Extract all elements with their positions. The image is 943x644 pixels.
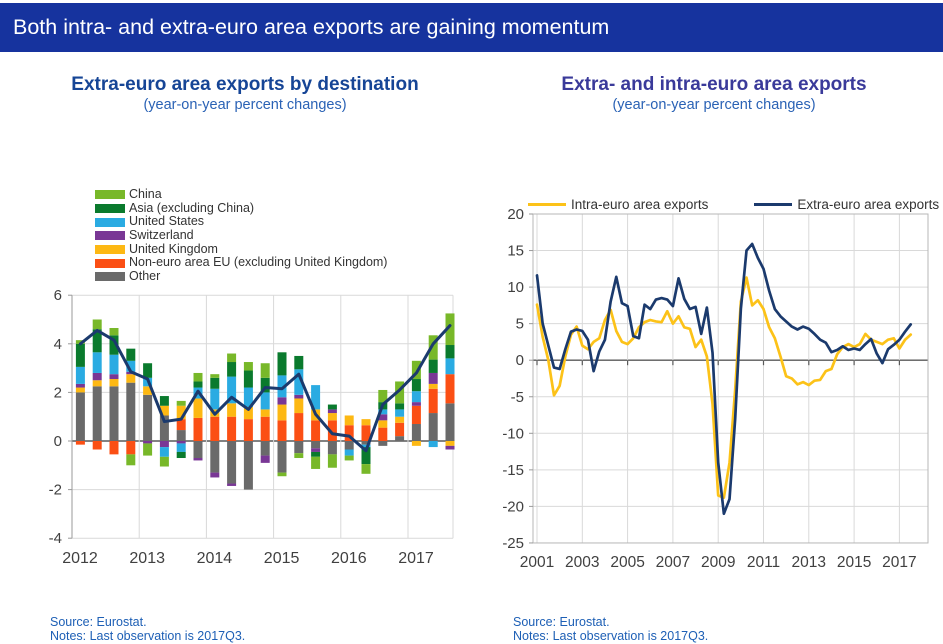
right-notes-line: Notes: Last observation is 2017Q3. bbox=[513, 628, 709, 643]
svg-text:2011: 2011 bbox=[747, 554, 780, 571]
svg-text:2012: 2012 bbox=[62, 550, 98, 567]
svg-text:10: 10 bbox=[507, 279, 524, 296]
left-footnote: Source: Eurostat. Notes: Last observatio… bbox=[50, 615, 246, 643]
right-footnote: Source: Eurostat. Notes: Last observatio… bbox=[513, 615, 709, 643]
svg-text:2017: 2017 bbox=[882, 554, 916, 571]
legend-item: United Kingdom bbox=[95, 241, 387, 257]
svg-text:2003: 2003 bbox=[565, 554, 599, 571]
legend-label: United Kingdom bbox=[129, 241, 218, 256]
legend-item: Switzerland bbox=[95, 228, 387, 243]
line-legend-label: Extra-euro area exports bbox=[797, 197, 940, 212]
svg-text:-5: -5 bbox=[511, 389, 524, 406]
svg-text:2001: 2001 bbox=[520, 554, 554, 571]
svg-text:5: 5 bbox=[516, 316, 524, 333]
svg-text:-25: -25 bbox=[502, 535, 524, 552]
svg-text:-4: -4 bbox=[49, 530, 62, 547]
bar-chart-legend: China Asia (excluding China) United States… bbox=[95, 187, 387, 284]
right-chart-title: Extra- and intra-euro area exports bbox=[561, 74, 867, 95]
line-legend-label: Intra-euro area exports bbox=[571, 197, 709, 212]
svg-text:2: 2 bbox=[54, 384, 62, 401]
legend-item: Non-euro area EU (excluding United Kingd… bbox=[95, 256, 387, 270]
svg-text:2005: 2005 bbox=[610, 554, 644, 571]
legend-swatch bbox=[95, 190, 125, 200]
svg-text:-15: -15 bbox=[502, 462, 524, 479]
legend-swatch bbox=[95, 231, 125, 241]
svg-text:6: 6 bbox=[54, 287, 62, 304]
line-chart-legend: Intra-euro area exports Extra-euro area e… bbox=[528, 197, 939, 212]
svg-text:0: 0 bbox=[516, 352, 524, 369]
svg-text:2015: 2015 bbox=[837, 554, 871, 571]
svg-text:2007: 2007 bbox=[656, 554, 690, 571]
legend-label: China bbox=[129, 187, 162, 201]
legend-item: Other bbox=[95, 269, 387, 284]
svg-text:2013: 2013 bbox=[129, 550, 165, 567]
left-notes-line: Notes: Last observation is 2017Q3. bbox=[50, 628, 246, 643]
svg-text:4: 4 bbox=[54, 336, 62, 353]
right-chart-subtitle: (year-on-year percent changes) bbox=[612, 97, 816, 113]
line-legend-swatch bbox=[754, 202, 793, 207]
line-legend-swatch bbox=[528, 202, 566, 207]
legend-swatch bbox=[95, 245, 125, 255]
legend-item: China bbox=[95, 187, 387, 202]
legend-label: Asia (excluding China) bbox=[129, 200, 255, 215]
left-source-line: Source: Eurostat. bbox=[50, 615, 147, 629]
right-source-line: Source: Eurostat. bbox=[513, 615, 610, 629]
legend-label: Non-euro area EU (excluding United Kingd… bbox=[129, 255, 388, 270]
svg-text:2014: 2014 bbox=[197, 550, 233, 567]
legend-item: Asia (excluding China) bbox=[95, 200, 387, 216]
line-legend-item: Extra-euro area exports bbox=[754, 197, 939, 212]
slide-title: Both intra- and extra-euro area exports … bbox=[13, 15, 610, 39]
line-legend-item: Intra-euro area exports bbox=[528, 197, 708, 212]
svg-text:-2: -2 bbox=[49, 482, 62, 499]
legend-label: United States bbox=[129, 214, 205, 229]
legend-label: Other bbox=[129, 269, 161, 284]
svg-text:-20: -20 bbox=[502, 498, 524, 515]
svg-text:2016: 2016 bbox=[331, 550, 367, 567]
legend-swatch bbox=[95, 217, 125, 227]
legend-swatch bbox=[95, 204, 125, 214]
legend-item: United States bbox=[95, 215, 387, 229]
legend-swatch bbox=[95, 258, 125, 268]
left-chart-subtitle: (year-on-year percent changes) bbox=[143, 97, 347, 113]
svg-text:2013: 2013 bbox=[792, 554, 826, 571]
svg-text:0: 0 bbox=[54, 433, 62, 450]
header-bar: Both intra- and extra-euro area exports … bbox=[0, 3, 943, 52]
svg-text:2015: 2015 bbox=[264, 550, 300, 567]
svg-text:2009: 2009 bbox=[701, 554, 735, 571]
legend-swatch bbox=[95, 272, 125, 282]
svg-text:15: 15 bbox=[507, 243, 524, 260]
svg-text:20: 20 bbox=[507, 206, 524, 223]
svg-text:-10: -10 bbox=[502, 425, 524, 442]
legend-label: Switzerland bbox=[129, 228, 194, 243]
svg-text:2017: 2017 bbox=[398, 550, 434, 567]
left-chart-title: Extra-euro area exports by destination bbox=[71, 74, 419, 95]
